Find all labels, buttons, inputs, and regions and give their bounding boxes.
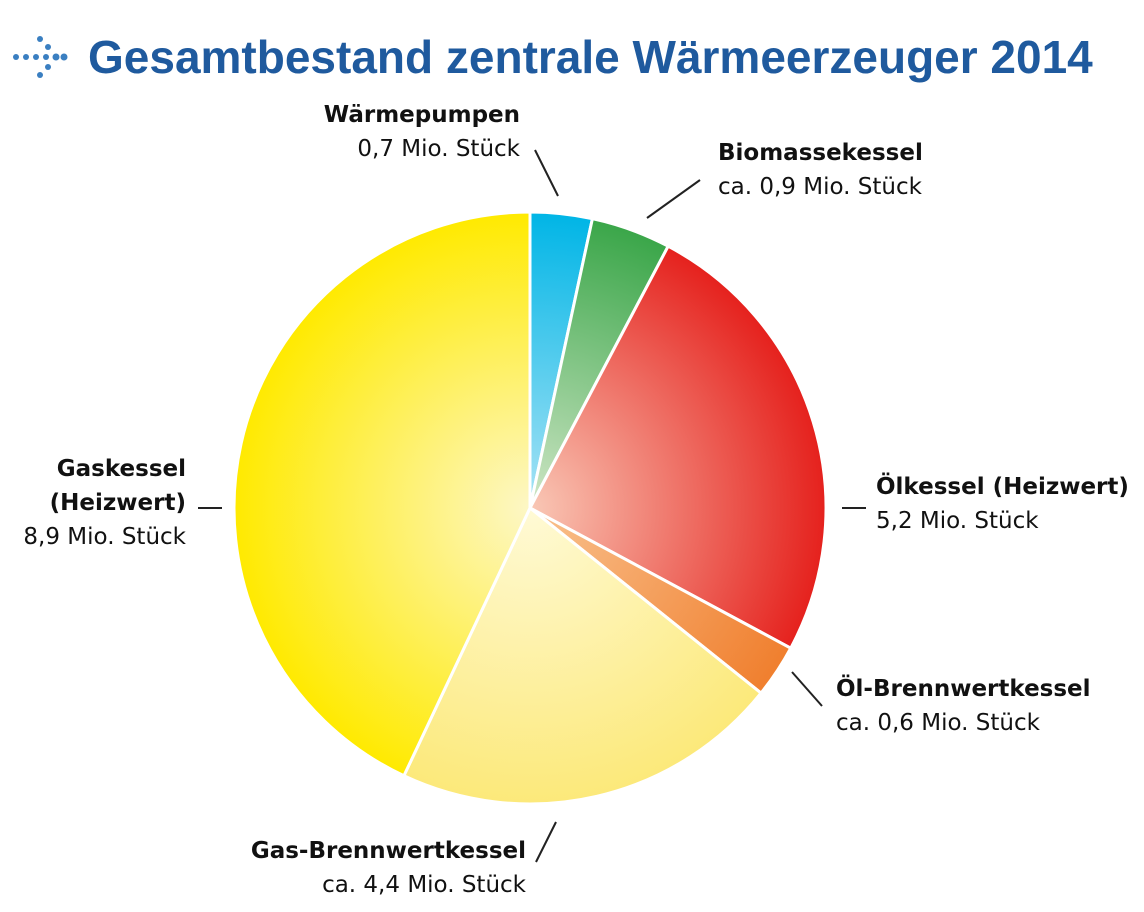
slice-label-5: Gaskessel (Heizwert) 8,9 Mio. Stück: [0, 452, 186, 554]
chart-title: Gesamtbestand zentrale Wärmeerzeuger 201…: [88, 31, 1093, 83]
pie-slice-5: [232, 210, 532, 778]
slice-label-3: Öl-Brennwertkessel ca. 0,6 Mio. Stück: [836, 672, 1136, 740]
leader-line-4: [535, 821, 557, 863]
slice-name: Ölkessel (Heizwert): [876, 474, 1129, 500]
slice-name: (Heizwert): [49, 490, 186, 516]
slice-value: ca. 0,6 Mio. Stück: [836, 710, 1040, 736]
slice-name: Gas-Brennwertkessel: [250, 838, 526, 864]
slice-label-1: Biomassekessel ca. 0,9 Mio. Stück: [718, 136, 1018, 204]
slice-value: 8,9 Mio. Stück: [23, 524, 186, 550]
slice-value: ca. 4,4 Mio. Stück: [322, 872, 526, 898]
slice-value: 5,2 Mio. Stück: [876, 508, 1039, 534]
slice-name: Wärmepumpen: [323, 102, 520, 128]
pie-slice-4: [402, 506, 763, 806]
dotted-arrow-icon: [13, 36, 68, 78]
slice-value: 0,7 Mio. Stück: [357, 136, 520, 162]
slice-name: Biomassekessel: [718, 140, 923, 166]
slice-value: ca. 0,9 Mio. Stück: [718, 174, 922, 200]
leader-line-1: [646, 179, 701, 219]
slice-label-2: Ölkessel (Heizwert) 5,2 Mio. Stück: [876, 470, 1144, 538]
leader-line-3: [791, 671, 823, 707]
slice-label-0: Wärmepumpen 0,7 Mio. Stück: [240, 98, 520, 166]
title-row: Gesamtbestand zentrale Wärmeerzeuger 201…: [10, 22, 1093, 92]
slice-name: Gaskessel: [56, 456, 186, 482]
leader-line-0: [534, 149, 559, 197]
slice-label-4: Gas-Brennwertkessel ca. 4,4 Mio. Stück: [210, 834, 526, 902]
slice-name: Öl-Brennwertkessel: [836, 676, 1091, 702]
